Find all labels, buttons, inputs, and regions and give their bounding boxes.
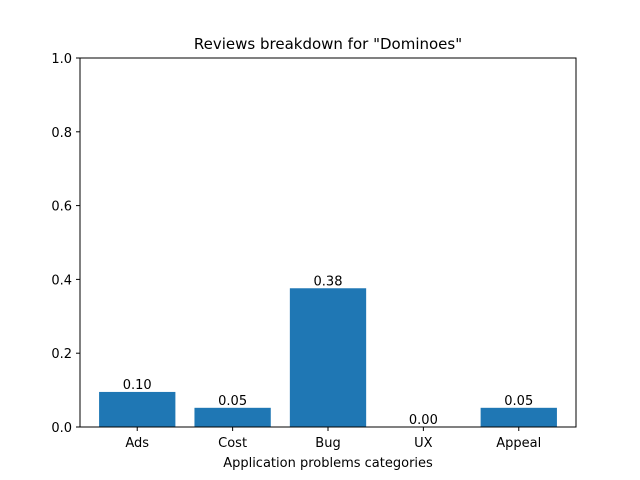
x-tick-label-cost: Cost bbox=[218, 436, 247, 451]
bar-appeal bbox=[480, 407, 557, 427]
y-tick-label: 0.4 bbox=[51, 273, 72, 288]
bar-labels-group: 0.10 0.05 0.38 0.00 0.05 bbox=[123, 274, 533, 428]
bar-value-label-appeal: 0.05 bbox=[504, 394, 533, 409]
x-tick-label-bug: Bug bbox=[315, 436, 340, 451]
x-tick-label-ads: Ads bbox=[125, 436, 149, 451]
y-tick-label: 1.0 bbox=[51, 52, 72, 67]
bar-cost bbox=[194, 407, 271, 427]
y-tick-label: 0.2 bbox=[51, 347, 72, 362]
bar-ads bbox=[99, 391, 176, 427]
bar-value-label-cost: 0.05 bbox=[218, 394, 247, 409]
chart-title: Reviews breakdown for "Dominoes" bbox=[194, 35, 462, 53]
y-axis-ticks: 0.0 0.2 0.4 0.6 0.8 1.0 bbox=[51, 52, 80, 436]
y-tick-label: 0.6 bbox=[51, 200, 72, 215]
y-tick-label: 0.0 bbox=[51, 421, 72, 436]
x-tick-label-appeal: Appeal bbox=[496, 436, 541, 451]
y-tick-label: 0.8 bbox=[51, 126, 72, 141]
bar-value-label-ux: 0.00 bbox=[409, 413, 438, 428]
x-axis-label: Application problems categories bbox=[223, 456, 433, 471]
bar-value-label-bug: 0.38 bbox=[314, 274, 343, 289]
plot-frame bbox=[79, 57, 577, 428]
x-axis-ticks: Ads Cost Bug UX Appeal bbox=[125, 427, 541, 451]
bar-value-label-ads: 0.10 bbox=[123, 378, 152, 393]
bars-group bbox=[99, 288, 557, 427]
x-tick-label-ux: UX bbox=[414, 436, 433, 451]
bar-bug bbox=[289, 288, 367, 427]
